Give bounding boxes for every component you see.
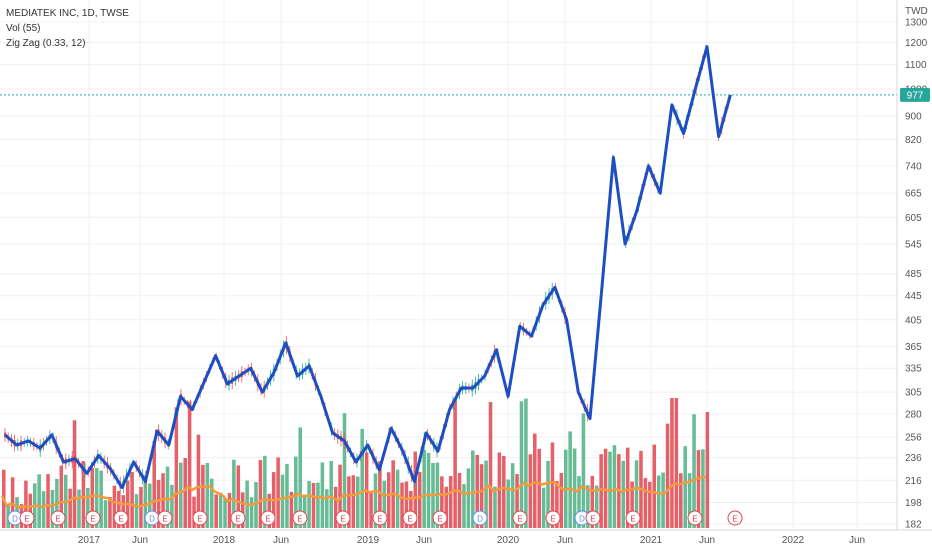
price-candles bbox=[4, 44, 730, 494]
svg-text:D: D bbox=[149, 515, 155, 524]
price-tick-label: 545 bbox=[905, 239, 922, 250]
time-tick-label: Jun bbox=[699, 535, 715, 546]
time-tick-label: Jun bbox=[273, 535, 289, 546]
time-tick-label: 2022 bbox=[782, 535, 805, 546]
time-axis[interactable]: 2017 Jun 2018 Jun 2019 Jun 2020 Jun 2021 Jun 2022 J… bbox=[78, 535, 865, 546]
price-tick-label: 665 bbox=[905, 189, 922, 200]
time-tick-label: Jun bbox=[849, 535, 865, 546]
svg-text:E: E bbox=[377, 515, 382, 524]
svg-text:E: E bbox=[732, 515, 737, 524]
time-tick-label: Jun bbox=[416, 535, 432, 546]
price-tick-label: 740 bbox=[905, 161, 922, 172]
svg-text:E: E bbox=[692, 515, 697, 524]
price-tick-label: 605 bbox=[905, 213, 922, 224]
svg-text:E: E bbox=[265, 515, 270, 524]
price-tick-label: 405 bbox=[905, 315, 922, 326]
svg-text:D: D bbox=[12, 515, 18, 524]
last-price-badge: 977 bbox=[900, 87, 930, 102]
time-tick-label: Jun bbox=[557, 535, 573, 546]
svg-text:D: D bbox=[579, 515, 585, 524]
time-tick-label: 2019 bbox=[357, 535, 380, 546]
price-tick-label: 198 bbox=[905, 498, 922, 509]
grid-lines bbox=[0, 0, 897, 530]
svg-text:E: E bbox=[437, 515, 442, 524]
time-tick-label: 2021 bbox=[640, 535, 663, 546]
svg-text:E: E bbox=[235, 515, 240, 524]
price-tick-label: 182 bbox=[905, 520, 922, 531]
price-tick-label: 1300 bbox=[905, 18, 928, 29]
symbol-label[interactable]: MEDIATEK INC, 1D, TWSE bbox=[6, 8, 129, 19]
svg-text:E: E bbox=[517, 515, 522, 524]
price-tick-label: 1100 bbox=[905, 60, 927, 71]
price-tick-label: 445 bbox=[905, 291, 922, 302]
price-tick-label: 280 bbox=[905, 410, 922, 421]
price-tick-label: 256 bbox=[905, 432, 922, 443]
currency-label: TWD bbox=[905, 6, 928, 17]
svg-text:E: E bbox=[162, 515, 167, 524]
price-tick-label: 335 bbox=[905, 364, 922, 375]
price-tick-label: 236 bbox=[905, 453, 922, 464]
svg-text:E: E bbox=[297, 515, 302, 524]
svg-text:E: E bbox=[118, 515, 123, 524]
svg-text:E: E bbox=[590, 515, 595, 524]
price-tick-label: 305 bbox=[905, 388, 922, 399]
svg-text:E: E bbox=[55, 515, 60, 524]
price-tick-label: 485 bbox=[905, 269, 922, 280]
price-tick-label: 365 bbox=[905, 342, 922, 353]
chart-legend: MEDIATEK INC, 1D, TWSE Vol (55) Zig Zag … bbox=[6, 6, 129, 51]
price-tick-label: 820 bbox=[905, 135, 922, 146]
price-tick-label: 216 bbox=[905, 476, 922, 487]
price-tick-label: 1200 bbox=[905, 38, 928, 49]
svg-text:E: E bbox=[24, 515, 29, 524]
svg-text:E: E bbox=[197, 515, 202, 524]
svg-text:E: E bbox=[340, 515, 345, 524]
time-tick-label: 2020 bbox=[497, 535, 520, 546]
svg-text:E: E bbox=[407, 515, 412, 524]
svg-text:D: D bbox=[477, 515, 483, 524]
time-tick-label: 2017 bbox=[78, 535, 101, 546]
zigzag-line bbox=[4, 45, 732, 489]
time-tick-label: 2018 bbox=[213, 535, 236, 546]
price-tick-label: 900 bbox=[905, 111, 922, 122]
svg-text:E: E bbox=[90, 515, 95, 524]
last-price-label: 977 bbox=[907, 90, 924, 101]
volume-moving-average-line bbox=[0, 475, 706, 509]
time-tick-label: Jun bbox=[132, 535, 148, 546]
svg-text:E: E bbox=[550, 515, 555, 524]
volume-indicator-label[interactable]: Vol (55) bbox=[6, 23, 41, 34]
zigzag-indicator-label[interactable]: Zig Zag (0.33, 12) bbox=[6, 38, 86, 49]
svg-text:E: E bbox=[630, 515, 635, 524]
